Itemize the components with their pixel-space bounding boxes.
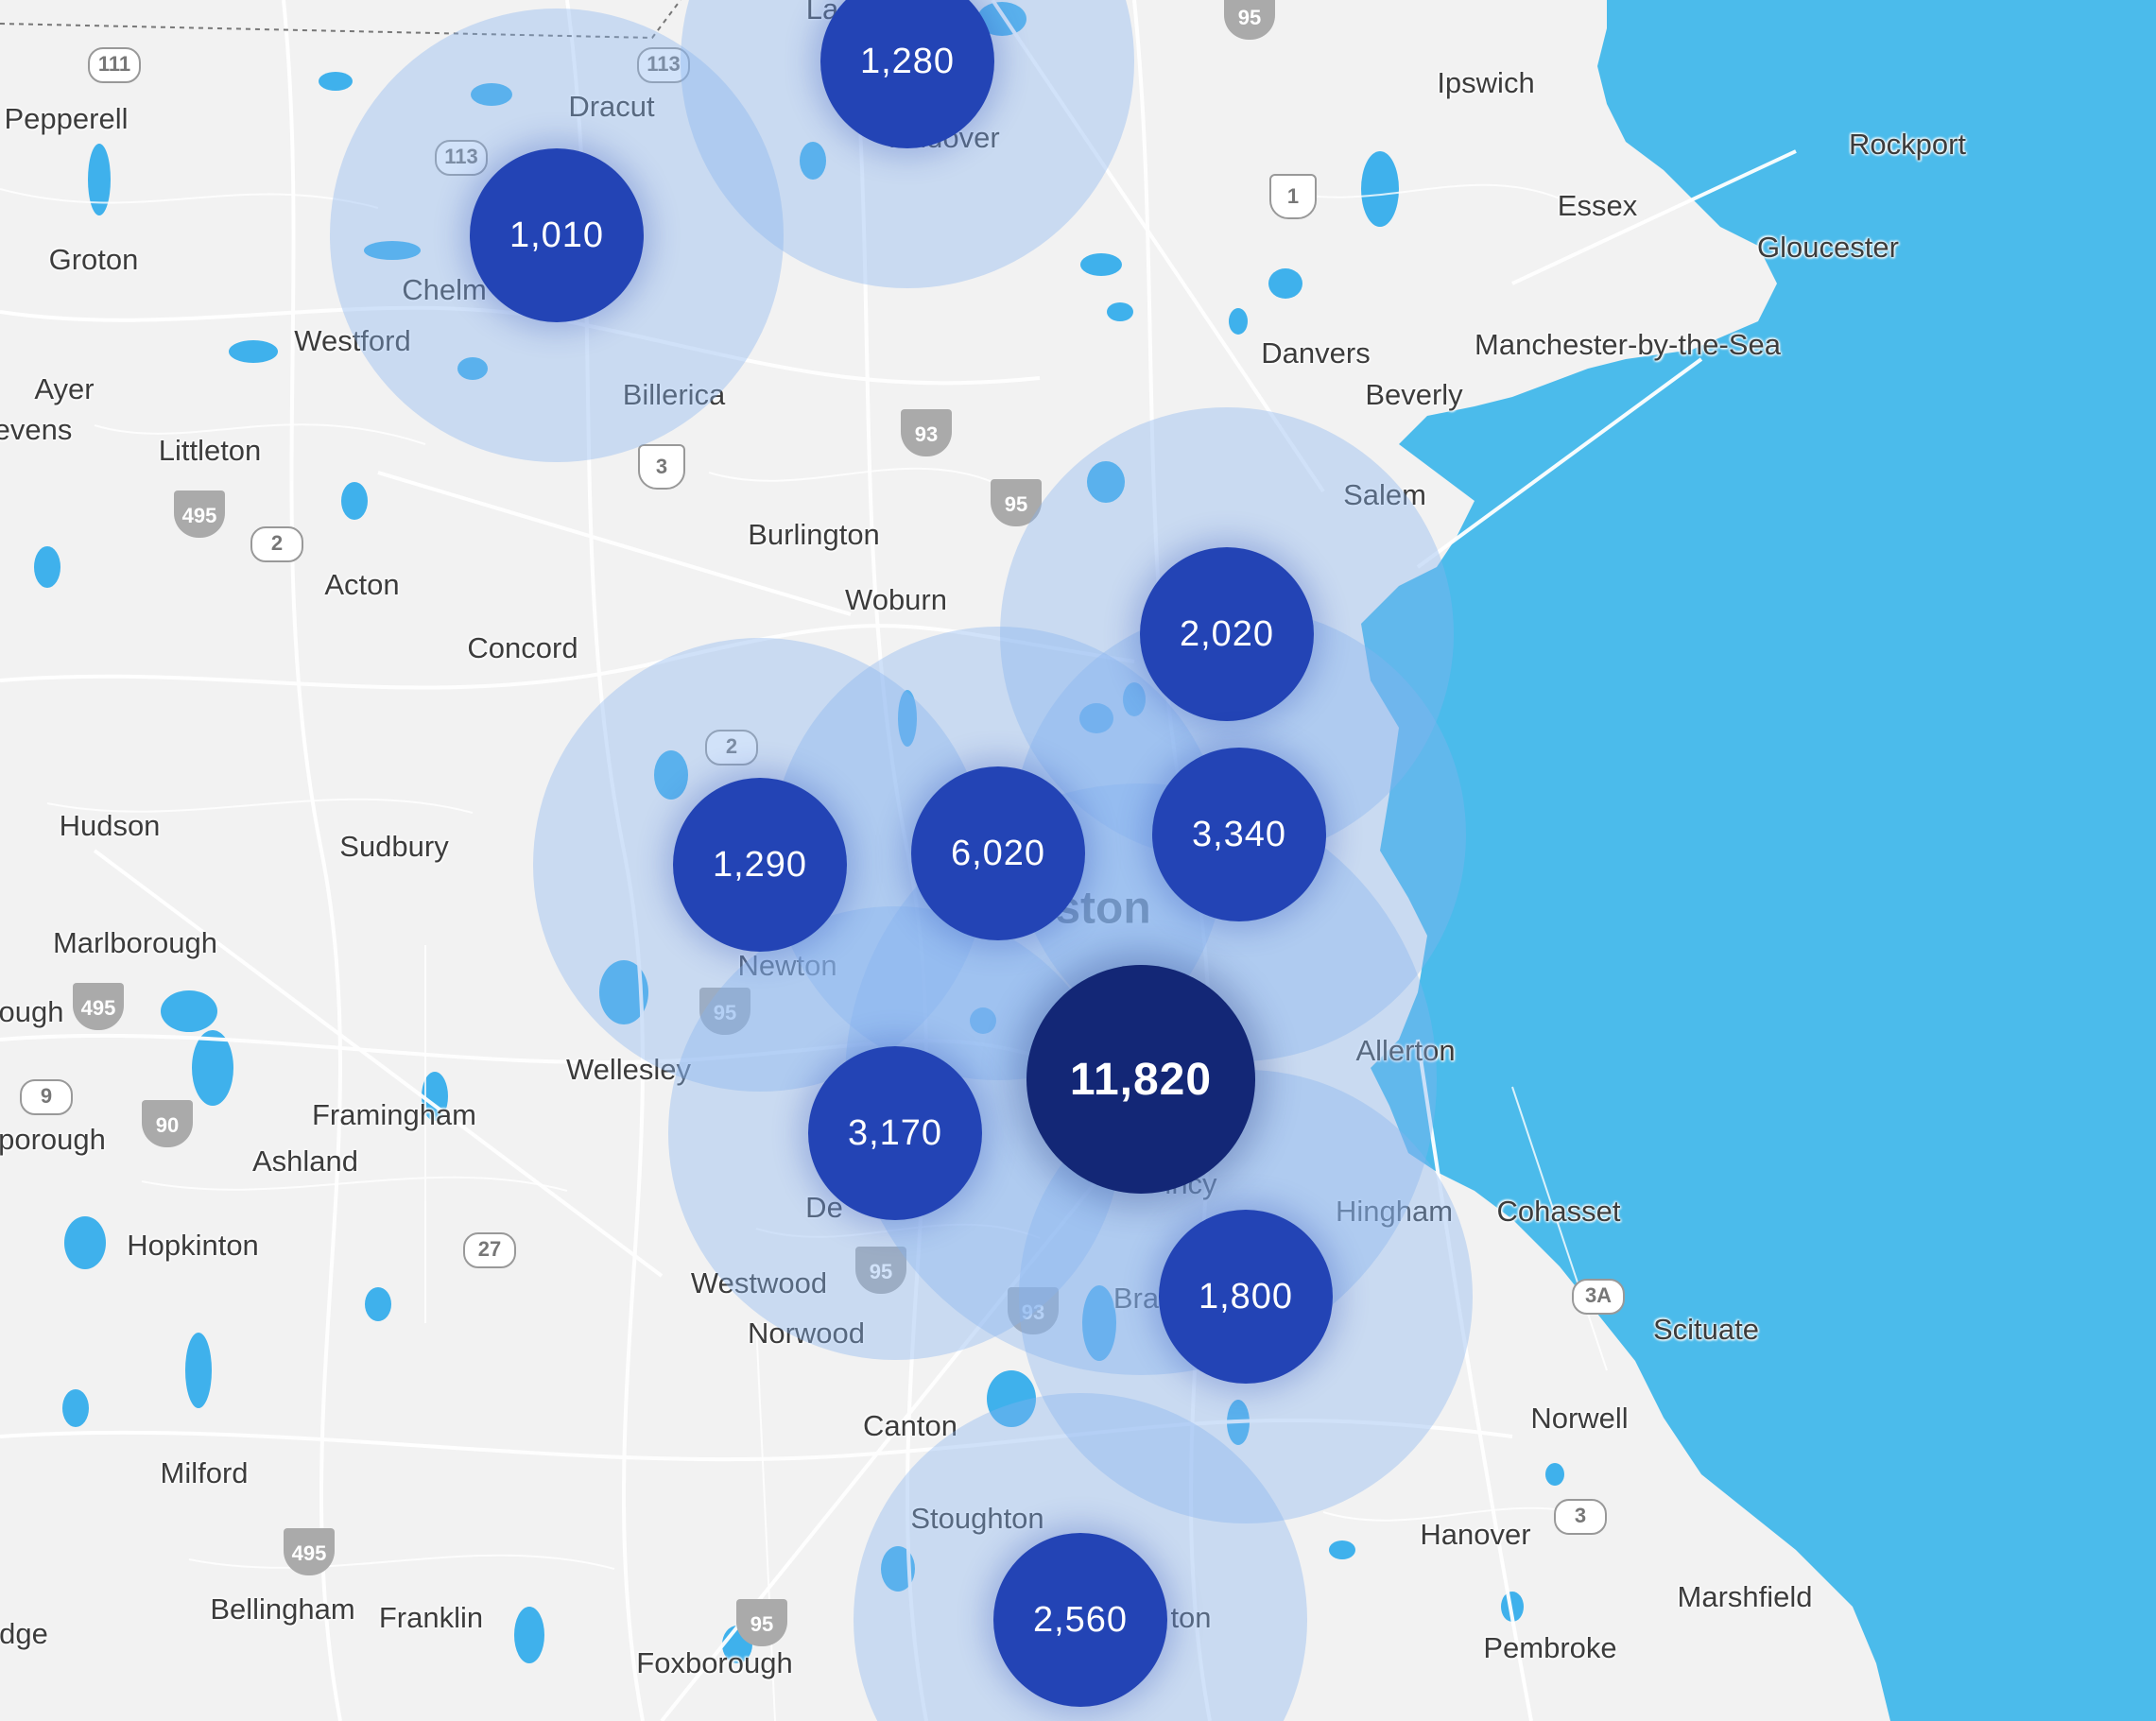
interstate-95-shield-icon: 95 bbox=[855, 1247, 906, 1294]
place-label-chelmsford: Chelm bbox=[402, 273, 487, 306]
interstate-93-shield-icon: 93 bbox=[1008, 1287, 1059, 1334]
place-label-billerica: Billerica bbox=[622, 378, 726, 411]
route-27-shield-icon: 27 bbox=[463, 1232, 516, 1268]
place-label-framingham: Framingham bbox=[312, 1098, 476, 1131]
place-label-hopkinton: Hopkinton bbox=[127, 1229, 259, 1262]
route-9-shield-icon: 9 bbox=[20, 1079, 73, 1115]
place-label-hudson: Hudson bbox=[59, 809, 161, 842]
place-label-gloucester: Gloucester bbox=[1757, 231, 1899, 264]
place-label-allerton: Allerton bbox=[1355, 1034, 1456, 1067]
place-label-westford: Westford bbox=[294, 324, 411, 357]
cluster-marker-1290[interactable]: 1,290 bbox=[673, 778, 847, 952]
ocean bbox=[1361, 0, 2156, 1721]
cluster-marker-2560[interactable]: 2,560 bbox=[993, 1533, 1167, 1707]
place-label-ipswich: Ipswich bbox=[1437, 66, 1535, 99]
place-label-cohasset: Cohasset bbox=[1496, 1195, 1621, 1228]
place-label-littleton: Littleton bbox=[158, 434, 262, 467]
place-label-dracut: Dracut bbox=[568, 90, 655, 123]
cluster-marker-1280[interactable]: 1,280 bbox=[820, 0, 994, 148]
interstate-95-shield-icon: 95 bbox=[736, 1599, 787, 1646]
place-label-westborough: porough bbox=[0, 1123, 106, 1156]
place-label-rockport: Rockport bbox=[1848, 128, 1967, 161]
place-label-canton: Canton bbox=[863, 1409, 957, 1442]
interstate-495-shield-icon: 495 bbox=[73, 983, 124, 1030]
place-label-ayer: Ayer bbox=[34, 372, 95, 405]
cluster-marker-3170[interactable]: 3,170 bbox=[808, 1046, 982, 1220]
place-label-devens: evens bbox=[0, 413, 73, 446]
cluster-marker-3340[interactable]: 3,340 bbox=[1152, 748, 1326, 921]
interstate-95-shield-icon: 95 bbox=[699, 988, 750, 1035]
place-label-hingham: Hingham bbox=[1335, 1195, 1454, 1228]
route-111-shield-icon: 111 bbox=[88, 47, 141, 83]
place-label-sudbury: Sudbury bbox=[339, 830, 449, 863]
place-label-pembroke: Pembroke bbox=[1483, 1631, 1617, 1664]
place-label-stoughton: Stoughton bbox=[910, 1502, 1044, 1535]
place-label-scituate: Scituate bbox=[1652, 1313, 1760, 1346]
place-label-franklin: Franklin bbox=[378, 1601, 484, 1634]
place-label-ashland: Ashland bbox=[251, 1144, 359, 1178]
route-3-shield-icon: 3 bbox=[1554, 1499, 1607, 1535]
place-label-essex: Essex bbox=[1557, 189, 1638, 222]
place-label-bellingham: Bellingham bbox=[210, 1592, 355, 1626]
route-2-shield-icon: 2 bbox=[250, 526, 303, 562]
cluster-marker-2020[interactable]: 2,020 bbox=[1140, 547, 1314, 721]
place-label-southborough: ough bbox=[0, 995, 64, 1028]
place-label-milford: Milford bbox=[160, 1456, 249, 1489]
interstate-95-shield-icon: 95 bbox=[1224, 0, 1275, 40]
place-label-groton: Groton bbox=[48, 243, 139, 276]
interstate-90-shield-icon: 90 bbox=[142, 1100, 193, 1147]
place-label-acton: Acton bbox=[324, 568, 400, 601]
place-label-beverly: Beverly bbox=[1365, 378, 1463, 411]
route-3a-shield-icon: 3A bbox=[1572, 1279, 1625, 1315]
place-label-concord: Concord bbox=[467, 631, 578, 664]
route-2-shield-icon: 2 bbox=[705, 730, 758, 766]
cluster-marker-11820[interactable]: 11,820 bbox=[1026, 965, 1255, 1194]
place-label-danvers: Danvers bbox=[1261, 336, 1371, 370]
interstate-495-shield-icon: 495 bbox=[284, 1528, 335, 1575]
interstate-495-shield-icon: 495 bbox=[174, 490, 225, 538]
place-label-foxborough: Foxborough bbox=[636, 1646, 793, 1679]
place-label-pepperell: Pepperell bbox=[4, 102, 129, 135]
place-label-norwell: Norwell bbox=[1530, 1402, 1629, 1435]
route-113-shield-icon: 113 bbox=[637, 47, 690, 83]
place-label-norwood: Norwood bbox=[747, 1317, 866, 1350]
cluster-marker-1800[interactable]: 1,800 bbox=[1159, 1210, 1333, 1384]
place-label-marlborough: Marlborough bbox=[52, 926, 218, 959]
place-label-uxbridge: dge bbox=[0, 1617, 48, 1650]
place-label-burlington: Burlington bbox=[748, 518, 880, 551]
place-label-woburn: Woburn bbox=[845, 583, 947, 616]
interstate-95-shield-icon: 95 bbox=[991, 479, 1042, 526]
place-label-newton: Newton bbox=[737, 949, 837, 982]
us-route-3-shield-icon: 3 bbox=[638, 444, 685, 490]
place-label-westwood: Westwood bbox=[690, 1266, 828, 1299]
lakes bbox=[34, 2, 1564, 1663]
route-113-shield-icon: 113 bbox=[435, 140, 488, 176]
cluster-marker-6020[interactable]: 6,020 bbox=[911, 766, 1085, 940]
place-label-braintree: Bra bbox=[1112, 1282, 1160, 1315]
cluster-marker-1010[interactable]: 1,010 bbox=[470, 148, 644, 322]
place-label-sharon: ton bbox=[1170, 1601, 1212, 1634]
us-route-1-shield-icon: 1 bbox=[1269, 174, 1317, 219]
place-label-wellesley: Wellesley bbox=[565, 1053, 692, 1086]
place-label-hanover: Hanover bbox=[1420, 1518, 1531, 1551]
place-label-salem: Salem bbox=[1343, 478, 1426, 511]
place-label-manchester: Manchester-by-the-Sea bbox=[1475, 328, 1781, 361]
interstate-93-shield-icon: 93 bbox=[901, 409, 952, 456]
place-label-marshfield: Marshfield bbox=[1677, 1580, 1813, 1613]
